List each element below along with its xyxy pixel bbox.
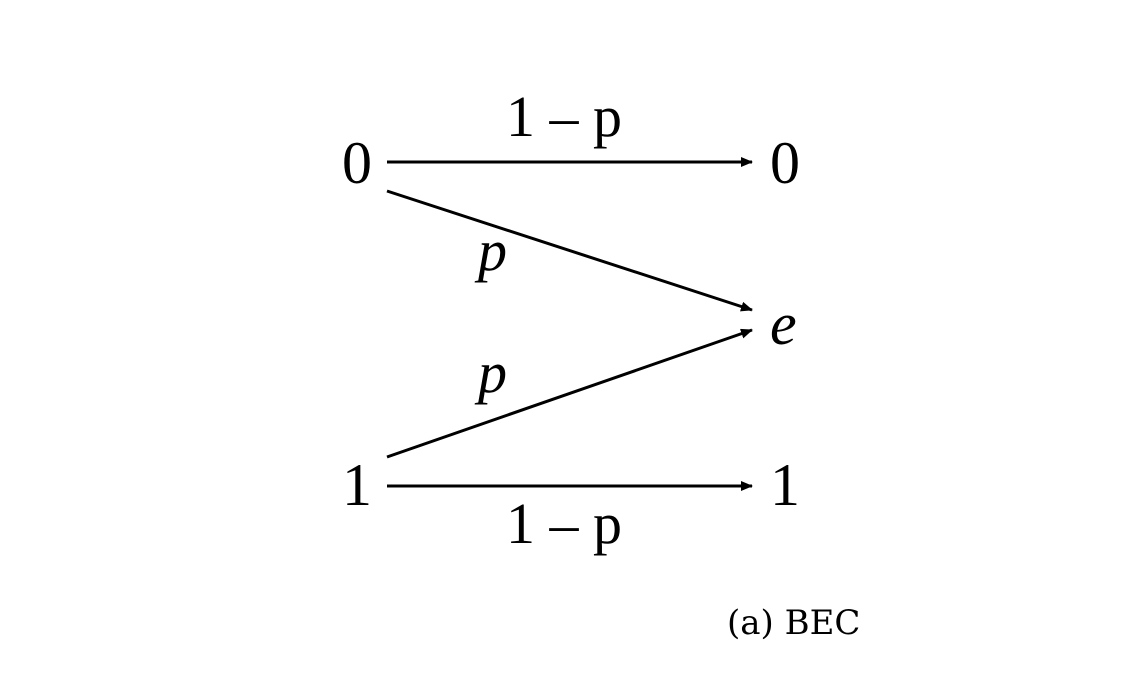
output-node-0: 0 <box>770 130 800 196</box>
edge-label-1-to-e: p <box>474 340 507 405</box>
edge-label-0-to-e: p <box>474 218 507 283</box>
figure-caption: (a) BEC <box>727 603 860 643</box>
edge-0-to-e <box>386 189 753 312</box>
output-node-1: 1 <box>770 452 800 518</box>
output-node-erasure: e <box>770 291 797 357</box>
edge-1-to-e <box>386 328 753 459</box>
input-node-1: 1 <box>342 452 372 518</box>
input-node-0: 0 <box>342 130 372 196</box>
edge-label-1-to-1: 1 – p <box>506 491 622 556</box>
edge-label-0-to-0: 1 – p <box>506 84 622 149</box>
